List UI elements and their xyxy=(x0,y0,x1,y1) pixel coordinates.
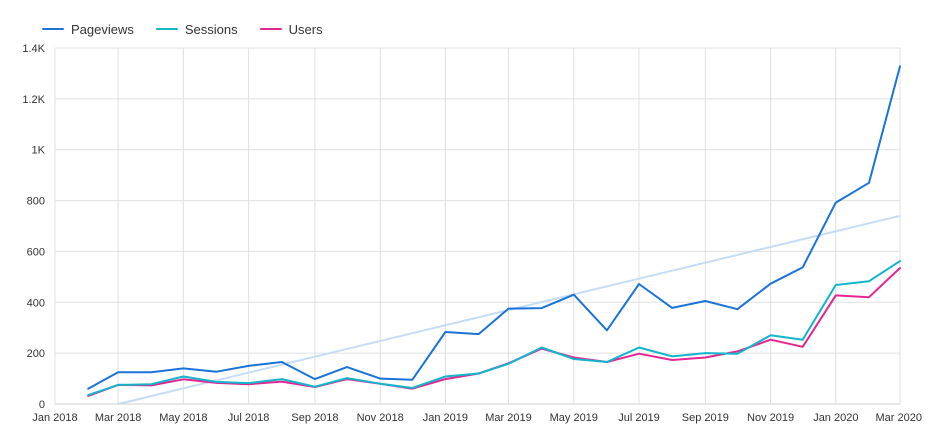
data-point-users[interactable] xyxy=(636,351,642,357)
legend-item-pageviews[interactable]: Pageviews xyxy=(42,22,134,37)
data-point-users[interactable] xyxy=(866,294,872,300)
data-point-pageviews[interactable] xyxy=(279,359,285,365)
data-point-sessions[interactable] xyxy=(115,382,121,388)
data-point-pageviews[interactable] xyxy=(897,63,903,69)
data-point-sessions[interactable] xyxy=(897,258,903,264)
data-point-pageviews[interactable] xyxy=(377,376,383,382)
data-point-pageviews[interactable] xyxy=(604,327,610,333)
data-point-pageviews[interactable] xyxy=(312,376,318,382)
trendline-layer xyxy=(114,214,900,404)
data-point-pageviews[interactable] xyxy=(344,364,350,370)
data-point-pageviews[interactable] xyxy=(148,369,154,375)
x-tick-label: Jul 2019 xyxy=(618,412,660,424)
data-point-sessions[interactable] xyxy=(702,350,708,356)
series-layer xyxy=(85,63,903,398)
legend-swatch-pageviews xyxy=(42,28,64,30)
x-tick-label: Jan 2019 xyxy=(423,412,468,424)
data-point-sessions[interactable] xyxy=(866,278,872,284)
data-point-sessions[interactable] xyxy=(148,381,154,387)
data-point-sessions[interactable] xyxy=(476,370,482,376)
x-tick-label: Nov 2019 xyxy=(747,412,794,424)
y-tick-label: 800 xyxy=(27,196,45,208)
x-tick-label: Jan 2020 xyxy=(813,412,858,424)
x-tick-label: Sep 2018 xyxy=(291,412,338,424)
legend-swatch-sessions xyxy=(155,28,178,30)
data-point-sessions[interactable] xyxy=(312,384,318,390)
x-tick-label: Mar 2020 xyxy=(876,412,922,424)
y-tick-label: 1.2K xyxy=(22,94,45,106)
x-tick-label: Mar 2019 xyxy=(485,412,531,424)
data-point-sessions[interactable] xyxy=(85,392,91,398)
data-point-pageviews[interactable] xyxy=(669,305,675,311)
data-point-sessions[interactable] xyxy=(800,337,806,343)
legend-item-users[interactable]: Users xyxy=(259,21,323,37)
x-tick-label: May 2018 xyxy=(159,412,207,424)
data-point-pageviews[interactable] xyxy=(539,305,545,311)
x-tick-label: Sep 2019 xyxy=(682,412,729,424)
legend-item-sessions[interactable]: Sessions xyxy=(155,21,238,37)
data-point-sessions[interactable] xyxy=(539,345,545,351)
gridlines xyxy=(54,47,901,405)
series-line-users[interactable] xyxy=(87,267,901,397)
data-point-pageviews[interactable] xyxy=(636,281,642,287)
data-point-sessions[interactable] xyxy=(279,376,285,382)
data-point-sessions[interactable] xyxy=(636,345,642,351)
data-point-users[interactable] xyxy=(833,292,839,298)
series-line-sessions[interactable] xyxy=(87,260,901,397)
data-point-pageviews[interactable] xyxy=(768,281,774,287)
data-point-pageviews[interactable] xyxy=(833,200,839,206)
data-point-pageviews[interactable] xyxy=(506,306,512,312)
data-point-sessions[interactable] xyxy=(669,353,675,359)
data-point-users[interactable] xyxy=(897,265,903,271)
data-point-pageviews[interactable] xyxy=(702,298,708,304)
data-point-sessions[interactable] xyxy=(409,385,415,391)
data-point-sessions[interactable] xyxy=(734,351,740,357)
y-tick-label: 1K xyxy=(32,145,46,157)
y-tick-label: 1.4K xyxy=(22,43,45,55)
data-point-pageviews[interactable] xyxy=(866,180,872,186)
data-point-pageviews[interactable] xyxy=(115,369,121,375)
data-point-pageviews[interactable] xyxy=(85,386,91,392)
data-point-pageviews[interactable] xyxy=(800,264,806,270)
y-tick-label: 600 xyxy=(27,246,45,258)
x-tick-label: Jan 2018 xyxy=(32,412,77,424)
y-tick-label: 400 xyxy=(27,297,45,309)
data-point-sessions[interactable] xyxy=(604,359,610,365)
data-point-users[interactable] xyxy=(800,344,806,350)
data-point-pageviews[interactable] xyxy=(734,306,740,312)
y-tick-label: 200 xyxy=(27,348,45,360)
x-tick-label: May 2019 xyxy=(550,412,598,424)
data-point-sessions[interactable] xyxy=(442,374,448,380)
data-point-sessions[interactable] xyxy=(768,332,774,338)
data-point-pageviews[interactable] xyxy=(246,363,252,369)
x-tick-label: Nov 2018 xyxy=(357,412,404,424)
legend-label-users: Users xyxy=(288,21,323,37)
data-point-sessions[interactable] xyxy=(506,361,512,367)
data-point-pageviews[interactable] xyxy=(442,329,448,335)
x-tick-label: Jul 2018 xyxy=(228,412,270,424)
x-tick-label: Mar 2018 xyxy=(95,412,141,424)
data-point-pageviews[interactable] xyxy=(476,331,482,337)
data-point-pageviews[interactable] xyxy=(571,292,577,298)
legend: Pageviews Sessions Users xyxy=(42,19,323,39)
legend-label-pageviews: Pageviews xyxy=(71,21,134,37)
legend-swatch-users xyxy=(259,28,282,30)
data-point-sessions[interactable] xyxy=(246,380,252,386)
data-point-pageviews[interactable] xyxy=(409,377,415,383)
data-point-sessions[interactable] xyxy=(214,379,220,385)
trendline xyxy=(114,214,900,404)
y-tick-label: 0 xyxy=(39,399,45,411)
legend-label-sessions: Sessions xyxy=(184,21,238,37)
data-point-sessions[interactable] xyxy=(344,375,350,381)
axes: 0 200 400 600 800 1K 1.2K 1.4K Jan 2018 Mar 2018 M… xyxy=(22,43,922,424)
data-point-pageviews[interactable] xyxy=(180,365,186,371)
data-point-pageviews[interactable] xyxy=(214,369,220,375)
data-point-sessions[interactable] xyxy=(180,374,186,380)
data-point-sessions[interactable] xyxy=(571,356,577,362)
series-line-pageviews[interactable] xyxy=(87,65,901,390)
data-point-sessions[interactable] xyxy=(833,282,839,288)
